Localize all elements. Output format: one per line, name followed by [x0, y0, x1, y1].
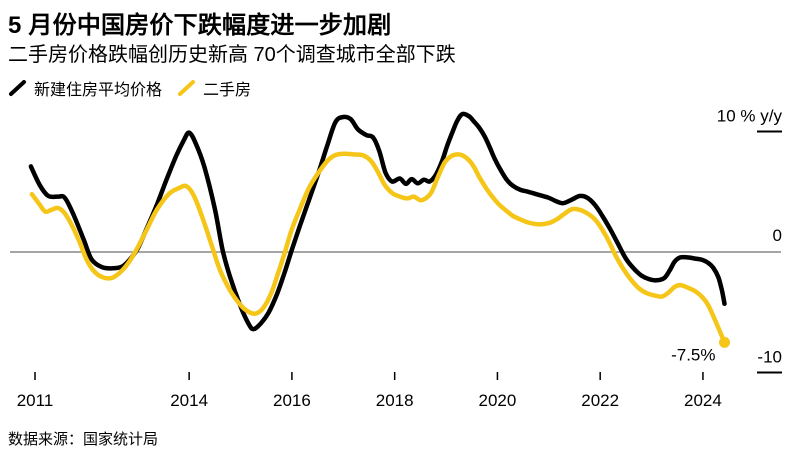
x-axis-label-2011: 2011 [17, 391, 54, 410]
legend: 新建住房平均价格 二手房 [8, 76, 251, 100]
chart-subtitle: 二手房价格跌幅创历史新高 70个调查城市全部下跌 [8, 44, 456, 66]
x-axis-label-2016: 2016 [273, 391, 311, 410]
x-axis-label-2022: 2022 [581, 391, 619, 410]
used-home-end-dot [719, 336, 731, 348]
x-axis-label-2024: 2024 [684, 391, 722, 410]
data-source-note: 数据来源：国家统计局 [8, 431, 159, 448]
legend-label-used-homes: 二手房 [203, 82, 252, 99]
x-axis-label-2018: 2018 [376, 391, 414, 410]
series-line-used-home-prices [29, 151, 727, 345]
new-homes-slash-icon [9, 80, 26, 96]
x-axis-label-2014: 2014 [170, 391, 208, 410]
legend-item-new-homes: 新建住房平均价格 [8, 76, 162, 100]
y-axis-label--10: -10 [757, 348, 782, 367]
annotation-used-home-latest: -7.5% [671, 345, 715, 364]
legend-label-new-homes: 新建住房平均价格 [34, 82, 163, 99]
y-axis-label-0: 0 [773, 226, 782, 245]
series-line-new-home-prices [28, 111, 727, 332]
y-axis-label-10: 10 % y/y [717, 107, 783, 126]
x-axis-label-2020: 2020 [479, 391, 517, 410]
legend-item-used-homes: 二手房 [177, 76, 251, 100]
used-homes-slash-icon [178, 80, 196, 96]
chart-title: 5 月份中国房价下跌幅度进一步加剧 [8, 12, 392, 39]
